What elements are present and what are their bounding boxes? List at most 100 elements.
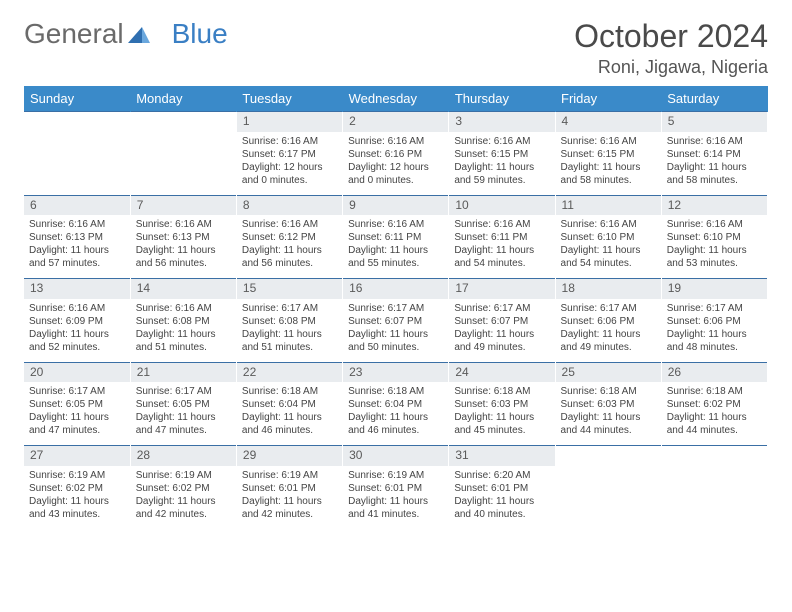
day-content: Sunrise: 6:19 AMSunset: 6:01 PMDaylight:… <box>343 466 448 529</box>
sunrise-text: Sunrise: 6:19 AM <box>348 469 443 482</box>
calendar-day-cell: 10Sunrise: 6:16 AMSunset: 6:11 PMDayligh… <box>449 195 555 279</box>
sunset-text: Sunset: 6:07 PM <box>348 315 443 328</box>
calendar-day-cell: 5Sunrise: 6:16 AMSunset: 6:14 PMDaylight… <box>661 112 767 196</box>
sunset-text: Sunset: 6:02 PM <box>29 482 125 495</box>
title-block: October 2024 Roni, Jigawa, Nigeria <box>574 18 768 78</box>
day-content: Sunrise: 6:19 AMSunset: 6:01 PMDaylight:… <box>237 466 342 529</box>
day-content: Sunrise: 6:16 AMSunset: 6:14 PMDaylight:… <box>662 132 767 195</box>
calendar-day-cell: 22Sunrise: 6:18 AMSunset: 6:04 PMDayligh… <box>236 362 342 446</box>
sunrise-text: Sunrise: 6:19 AM <box>29 469 125 482</box>
calendar-day-cell: 1Sunrise: 6:16 AMSunset: 6:17 PMDaylight… <box>236 112 342 196</box>
sunrise-text: Sunrise: 6:17 AM <box>242 302 337 315</box>
day-content: Sunrise: 6:16 AMSunset: 6:10 PMDaylight:… <box>556 215 661 278</box>
sunrise-text: Sunrise: 6:18 AM <box>667 385 762 398</box>
sunset-text: Sunset: 6:16 PM <box>348 148 443 161</box>
day-number: 26 <box>662 363 767 383</box>
sunset-text: Sunset: 6:07 PM <box>454 315 549 328</box>
day-content: Sunrise: 6:17 AMSunset: 6:07 PMDaylight:… <box>449 299 554 362</box>
sunset-text: Sunset: 6:11 PM <box>348 231 443 244</box>
calendar-day-cell: 11Sunrise: 6:16 AMSunset: 6:10 PMDayligh… <box>555 195 661 279</box>
day-content: Sunrise: 6:18 AMSunset: 6:03 PMDaylight:… <box>556 382 661 445</box>
day-number: 1 <box>237 112 342 132</box>
daylight-text: Daylight: 11 hours and 51 minutes. <box>136 328 231 354</box>
sunset-text: Sunset: 6:06 PM <box>561 315 656 328</box>
sunset-text: Sunset: 6:06 PM <box>667 315 762 328</box>
weekday-monday: Monday <box>130 86 236 112</box>
daylight-text: Daylight: 11 hours and 51 minutes. <box>242 328 337 354</box>
logo-text-general: General <box>24 18 124 50</box>
sunrise-text: Sunrise: 6:17 AM <box>348 302 443 315</box>
sunset-text: Sunset: 6:03 PM <box>454 398 549 411</box>
day-number: 22 <box>237 363 342 383</box>
day-number: 28 <box>131 446 236 466</box>
weekday-friday: Friday <box>555 86 661 112</box>
sunset-text: Sunset: 6:02 PM <box>667 398 762 411</box>
daylight-text: Daylight: 11 hours and 49 minutes. <box>561 328 656 354</box>
day-number: 16 <box>343 279 448 299</box>
calendar-day-cell: 9Sunrise: 6:16 AMSunset: 6:11 PMDaylight… <box>343 195 449 279</box>
calendar-day-cell: 31Sunrise: 6:20 AMSunset: 6:01 PMDayligh… <box>449 446 555 529</box>
weekday-thursday: Thursday <box>449 86 555 112</box>
sunrise-text: Sunrise: 6:16 AM <box>242 135 337 148</box>
daylight-text: Daylight: 11 hours and 42 minutes. <box>242 495 337 521</box>
sunrise-text: Sunrise: 6:17 AM <box>136 385 231 398</box>
sunrise-text: Sunrise: 6:18 AM <box>561 385 656 398</box>
sunset-text: Sunset: 6:13 PM <box>136 231 231 244</box>
day-content: Sunrise: 6:16 AMSunset: 6:13 PMDaylight:… <box>24 215 130 278</box>
sunrise-text: Sunrise: 6:17 AM <box>667 302 762 315</box>
sunrise-text: Sunrise: 6:16 AM <box>348 135 443 148</box>
sunrise-text: Sunrise: 6:16 AM <box>136 218 231 231</box>
calendar-body: 1Sunrise: 6:16 AMSunset: 6:17 PMDaylight… <box>24 112 768 529</box>
daylight-text: Daylight: 11 hours and 56 minutes. <box>242 244 337 270</box>
sunrise-text: Sunrise: 6:17 AM <box>454 302 549 315</box>
sunrise-text: Sunrise: 6:16 AM <box>29 218 125 231</box>
day-content: Sunrise: 6:18 AMSunset: 6:03 PMDaylight:… <box>449 382 554 445</box>
sunrise-text: Sunrise: 6:16 AM <box>667 218 762 231</box>
calendar-day-cell: 26Sunrise: 6:18 AMSunset: 6:02 PMDayligh… <box>661 362 767 446</box>
sunrise-text: Sunrise: 6:16 AM <box>454 218 549 231</box>
sunset-text: Sunset: 6:13 PM <box>29 231 125 244</box>
daylight-text: Daylight: 11 hours and 47 minutes. <box>29 411 125 437</box>
day-number: 4 <box>556 112 661 132</box>
sunrise-text: Sunrise: 6:16 AM <box>242 218 337 231</box>
sunrise-text: Sunrise: 6:16 AM <box>667 135 762 148</box>
day-content: Sunrise: 6:17 AMSunset: 6:05 PMDaylight:… <box>131 382 236 445</box>
calendar-day-cell: 24Sunrise: 6:18 AMSunset: 6:03 PMDayligh… <box>449 362 555 446</box>
day-content: Sunrise: 6:17 AMSunset: 6:07 PMDaylight:… <box>343 299 448 362</box>
calendar-day-cell: 13Sunrise: 6:16 AMSunset: 6:09 PMDayligh… <box>24 279 130 363</box>
day-content: Sunrise: 6:19 AMSunset: 6:02 PMDaylight:… <box>131 466 236 529</box>
sunrise-text: Sunrise: 6:17 AM <box>29 385 125 398</box>
sunrise-text: Sunrise: 6:16 AM <box>136 302 231 315</box>
calendar-day-cell: 16Sunrise: 6:17 AMSunset: 6:07 PMDayligh… <box>343 279 449 363</box>
sunrise-text: Sunrise: 6:16 AM <box>454 135 549 148</box>
sunrise-text: Sunrise: 6:16 AM <box>561 135 656 148</box>
day-content: Sunrise: 6:17 AMSunset: 6:06 PMDaylight:… <box>662 299 767 362</box>
sunrise-text: Sunrise: 6:17 AM <box>561 302 656 315</box>
sunset-text: Sunset: 6:10 PM <box>667 231 762 244</box>
day-number: 23 <box>343 363 448 383</box>
day-content: Sunrise: 6:17 AMSunset: 6:06 PMDaylight:… <box>556 299 661 362</box>
daylight-text: Daylight: 11 hours and 59 minutes. <box>454 161 549 187</box>
sunset-text: Sunset: 6:10 PM <box>561 231 656 244</box>
daylight-text: Daylight: 11 hours and 49 minutes. <box>454 328 549 354</box>
logo-text-blue: Blue <box>172 18 228 50</box>
day-number: 11 <box>556 196 661 216</box>
sunset-text: Sunset: 6:05 PM <box>136 398 231 411</box>
daylight-text: Daylight: 11 hours and 56 minutes. <box>136 244 231 270</box>
day-content: Sunrise: 6:18 AMSunset: 6:04 PMDaylight:… <box>237 382 342 445</box>
day-number: 15 <box>237 279 342 299</box>
logo-triangle-icon <box>128 18 150 50</box>
calendar-day-cell: 8Sunrise: 6:16 AMSunset: 6:12 PMDaylight… <box>236 195 342 279</box>
day-content: Sunrise: 6:16 AMSunset: 6:08 PMDaylight:… <box>131 299 236 362</box>
sunrise-text: Sunrise: 6:16 AM <box>29 302 125 315</box>
sunrise-text: Sunrise: 6:18 AM <box>454 385 549 398</box>
calendar-day-cell: 17Sunrise: 6:17 AMSunset: 6:07 PMDayligh… <box>449 279 555 363</box>
sunset-text: Sunset: 6:03 PM <box>561 398 656 411</box>
day-number: 9 <box>343 196 448 216</box>
sunrise-text: Sunrise: 6:20 AM <box>454 469 549 482</box>
calendar-day-cell <box>661 446 767 529</box>
calendar-day-cell: 6Sunrise: 6:16 AMSunset: 6:13 PMDaylight… <box>24 195 130 279</box>
day-content: Sunrise: 6:17 AMSunset: 6:08 PMDaylight:… <box>237 299 342 362</box>
calendar-day-cell: 2Sunrise: 6:16 AMSunset: 6:16 PMDaylight… <box>343 112 449 196</box>
sunrise-text: Sunrise: 6:18 AM <box>242 385 337 398</box>
